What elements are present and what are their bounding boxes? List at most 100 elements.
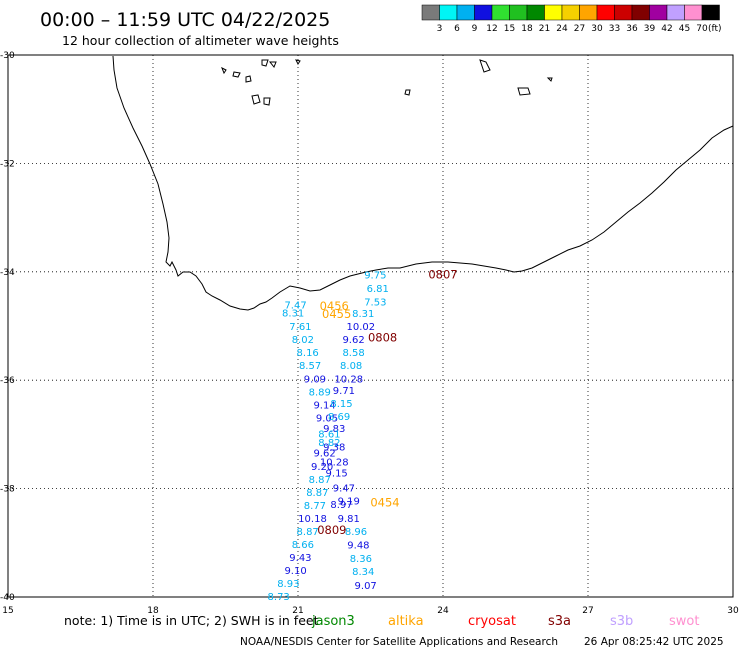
pass-label: 0456 (320, 299, 349, 313)
colorbar-swatch (596, 4, 615, 21)
colorbar-swatch (701, 4, 720, 21)
swh-value: 9.05 (316, 414, 338, 425)
lat-tick-label: -32 (0, 159, 15, 169)
islet-9 (404, 89, 411, 96)
swh-values: 9.756.817.537.478.31 8.317.61 10.028.02 9.6… (268, 271, 389, 603)
swh-value: 8.96 (345, 527, 367, 538)
swh-value: 9.20 (311, 462, 333, 473)
legend-s3a: s3a (548, 614, 571, 629)
colorbar-swatch (491, 4, 510, 21)
swh-value: 10.02 (347, 322, 376, 333)
islet-6 (251, 94, 261, 105)
islet-5 (268, 61, 277, 68)
lat-tick-label: -34 (0, 268, 15, 278)
map-subtitle: 12 hour collection of altimeter wave hei… (62, 33, 339, 48)
colorbar-label: 36 (626, 24, 638, 34)
swh-value: 8.08 (340, 361, 362, 372)
colorbar-swatch (684, 4, 703, 21)
colorbar-swatch (649, 4, 668, 21)
swh-value: 9.83 (323, 424, 345, 435)
swh-value: 8.87 (297, 527, 319, 538)
swh-value: 8.82 (318, 438, 340, 449)
swh-value: 6.81 (367, 284, 389, 295)
colorbar-swatch (666, 4, 685, 21)
map-frame (7, 54, 734, 598)
timestamp: 26 Apr 08:25:42 UTC 2025 (584, 636, 724, 648)
legend-jason3: jason3 (311, 614, 355, 629)
swh-value: 8.58 (342, 348, 364, 359)
colorbar-swatch (544, 4, 563, 21)
map-title: 00:00 – 11:59 UTC 04/22/2025 (40, 9, 330, 31)
swh-value: 8.61 (318, 429, 340, 440)
swh-value: 8.36 (350, 554, 372, 565)
swh-value: 10.28 (334, 375, 363, 386)
colorbar-label: 24 (556, 24, 568, 34)
colorbar-label: 18 (521, 24, 533, 34)
swh-value: 9.81 (338, 514, 360, 525)
lon-tick-label: 15 (2, 606, 13, 616)
islet-10 (479, 59, 491, 73)
swh-value: 8.93 (277, 579, 299, 590)
colorbar-label: 21 (539, 24, 550, 34)
swh-value: 9.62 (342, 335, 364, 346)
pass-label: 0809 (317, 523, 346, 537)
islet-7 (263, 97, 271, 106)
pass-label: 0807 (428, 268, 457, 282)
colorbar-swatch (456, 4, 475, 21)
footnote: note: 1) Time is in UTC; 2) SWH is in fe… (64, 613, 319, 628)
swh-value: 9.15 (326, 468, 348, 479)
swh-value: 9.62 (313, 448, 335, 459)
colorbar-label: 12 (486, 24, 497, 34)
colorbar-legend: 3 6 9 12 15 18 21 24 27 30 33 36 39 42 45 70 (ft) (421, 4, 722, 34)
swh-value: 8.66 (292, 540, 314, 551)
lon-tick-label: 18 (147, 606, 159, 616)
axis-tick-labels: 15 18 21 24 27 30 -30 -32 -34 -36 -38 -40 (0, 51, 739, 616)
south-africa-coastline (112, 55, 734, 311)
lat-tick-label: -38 (0, 485, 15, 495)
colorbar-swatch (421, 4, 440, 21)
islet-3 (245, 75, 252, 83)
legend-altika: altika (388, 614, 424, 629)
colorbar-label: 33 (609, 24, 620, 34)
islet-11 (517, 87, 531, 96)
legend-s3b: s3b (610, 614, 633, 629)
swh-value: 7.47 (284, 300, 306, 311)
swh-value: 8.34 (352, 567, 374, 578)
swh-value: 8.31 (352, 309, 374, 320)
satellite-legend: jason3 altika cryosat s3a s3b swot (311, 614, 699, 629)
islet-2 (232, 71, 241, 78)
swh-value: 9.10 (284, 566, 306, 577)
swh-value: 9.19 (338, 497, 360, 508)
colorbar-swatch (474, 4, 493, 21)
graticule (8, 55, 733, 597)
swh-value: 8.02 (292, 335, 314, 346)
swh-value: 8.87 (309, 475, 331, 486)
colorbar-label: 3 (437, 24, 443, 34)
colorbar-label: 70 (696, 24, 708, 34)
swh-value: 8.57 (299, 361, 321, 372)
swh-value: 9.43 (289, 553, 311, 564)
swh-value: 9.07 (355, 581, 377, 592)
lat-tick-label: -40 (0, 593, 15, 603)
islet-8 (295, 59, 301, 65)
colorbar-swatch (579, 4, 598, 21)
swh-value: 8.69 (328, 412, 350, 423)
colorbar-swatch (631, 4, 650, 21)
colorbar-label: 6 (454, 24, 460, 34)
lon-tick-label: 21 (292, 606, 303, 616)
colorbar-label: 9 (472, 24, 478, 34)
swh-value: 8.16 (297, 348, 319, 359)
colorbar-swatch (509, 4, 528, 21)
islet-12 (546, 77, 553, 82)
credit-line: NOAA/NESDIS Center for Satellite Applica… (240, 636, 558, 648)
swh-value: 10.18 (298, 514, 327, 525)
islet-4 (261, 59, 269, 67)
colorbar-label: 30 (591, 24, 603, 34)
swh-value: 9.75 (364, 271, 386, 282)
swh-value: 8.89 (309, 388, 331, 399)
swh-value: 8.15 (330, 399, 352, 410)
swh-value: 9.71 (333, 386, 355, 397)
colorbar-label: 42 (661, 24, 672, 34)
